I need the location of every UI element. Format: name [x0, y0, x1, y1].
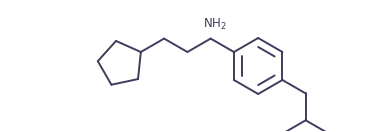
Text: NH$_2$: NH$_2$ [203, 17, 227, 32]
